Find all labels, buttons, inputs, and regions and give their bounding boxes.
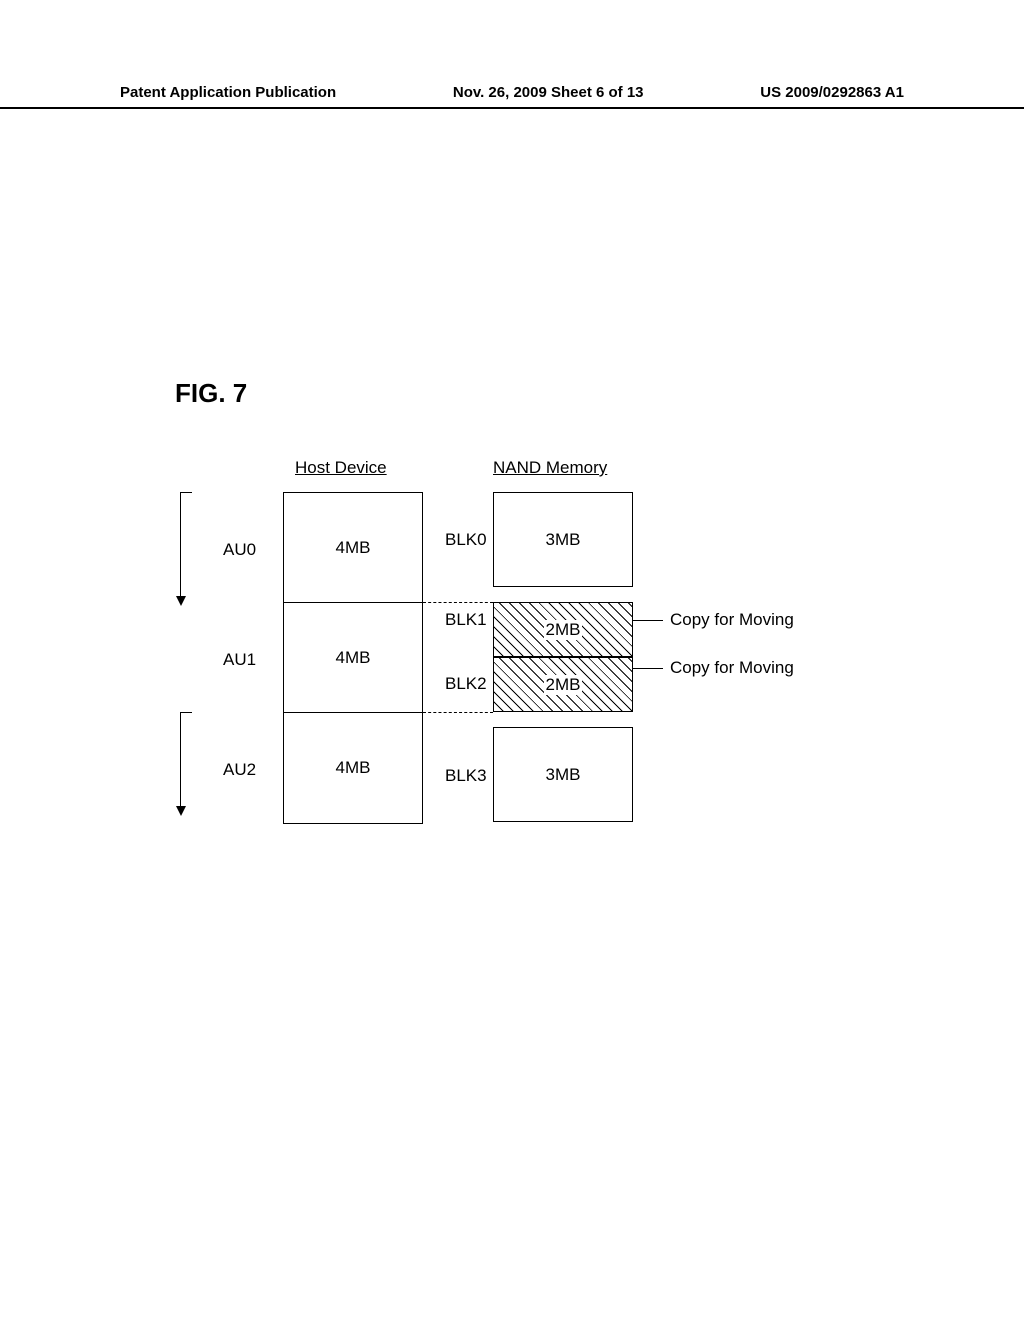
- nand-blk0: 3MB: [493, 492, 633, 587]
- dash-line-1: [423, 602, 493, 603]
- host-cell-au0: 4MB: [284, 493, 422, 603]
- au1-label: AU1: [223, 650, 256, 670]
- host-column: 4MB 4MB 4MB: [283, 492, 423, 824]
- blk2-label: BLK2: [445, 674, 487, 694]
- au2-label: AU2: [223, 760, 256, 780]
- callout-text-1: Copy for Moving: [670, 610, 794, 630]
- blk3-label: BLK3: [445, 766, 487, 786]
- nand-blk2: 2MB: [493, 657, 633, 712]
- host-cell-au2-value: 4MB: [336, 758, 371, 778]
- nand-blk1: 2MB: [493, 602, 633, 657]
- figure-label: FIG. 7: [175, 378, 247, 409]
- blk0-label: BLK0: [445, 530, 487, 550]
- host-cell-au2: 4MB: [284, 713, 422, 823]
- callout-text-2: Copy for Moving: [670, 658, 794, 678]
- nand-memory-heading: NAND Memory: [493, 458, 607, 478]
- host-cell-au1-value: 4MB: [336, 648, 371, 668]
- host-device-heading: Host Device: [295, 458, 387, 478]
- nand-blk3: 3MB: [493, 727, 633, 822]
- page-header: Patent Application Publication Nov. 26, …: [0, 84, 1024, 109]
- nand-blk2-value: 2MB: [544, 675, 583, 695]
- header-right: US 2009/0292863 A1: [760, 84, 904, 101]
- nand-blk0-value: 3MB: [546, 530, 581, 550]
- host-cell-au0-value: 4MB: [336, 538, 371, 558]
- nand-blk3-value: 3MB: [546, 765, 581, 785]
- callout-line-2: [633, 668, 663, 669]
- header-left: Patent Application Publication: [120, 84, 336, 101]
- dash-line-2: [423, 712, 493, 713]
- callout-line-1: [633, 620, 663, 621]
- header-mid: Nov. 26, 2009 Sheet 6 of 13: [453, 84, 644, 101]
- host-cell-au1: 4MB: [284, 603, 422, 713]
- au0-label: AU0: [223, 540, 256, 560]
- nand-blk1-value: 2MB: [544, 620, 583, 640]
- blk1-label: BLK1: [445, 610, 487, 630]
